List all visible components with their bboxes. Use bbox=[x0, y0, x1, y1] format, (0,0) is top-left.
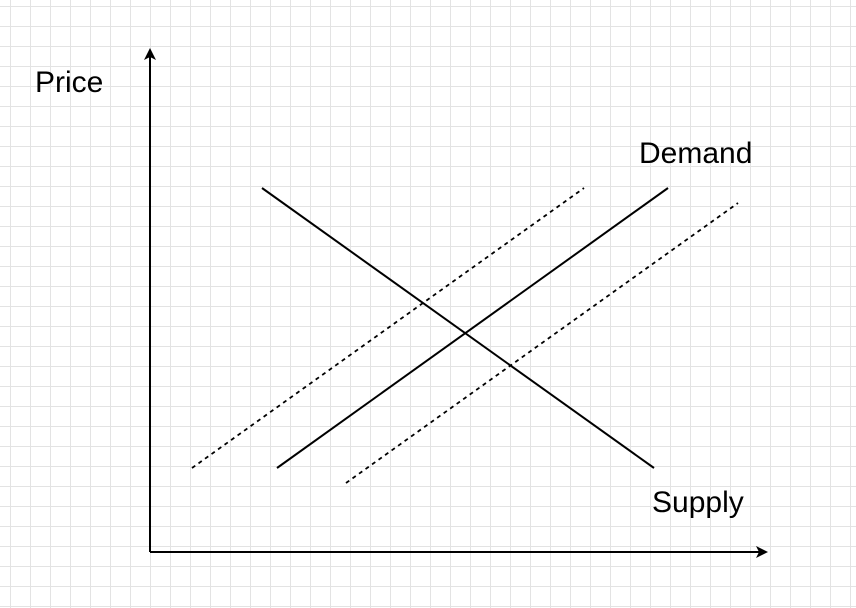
upward-sloping-curve-right-shift bbox=[345, 202, 739, 484]
upward-sloping-curve-left-shift bbox=[191, 187, 585, 469]
upward-sloping-curve bbox=[276, 187, 669, 469]
demand-curve-label: Demand bbox=[639, 137, 753, 170]
downward-sloping-curve bbox=[261, 187, 655, 469]
y-axis-label: Price bbox=[35, 66, 104, 99]
supply-curve-label: Supply bbox=[652, 486, 744, 519]
